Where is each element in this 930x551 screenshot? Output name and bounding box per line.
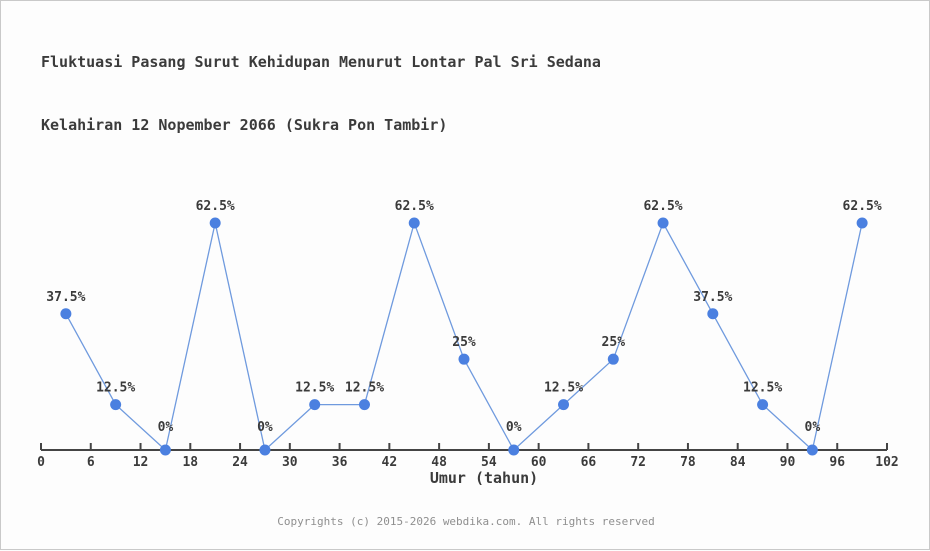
- data-point: [558, 399, 570, 411]
- axis-tick-label: 12: [133, 455, 149, 470]
- axis-tick-label: 66: [581, 455, 597, 470]
- data-point-label: 37.5%: [46, 290, 85, 305]
- axis-tick-label: 78: [680, 455, 696, 470]
- chart-title-line2: Kelahiran 12 Nopember 2066 (Sukra Pon Ta…: [41, 116, 448, 134]
- axis-tick-label: 60: [531, 455, 547, 470]
- data-point: [60, 308, 72, 320]
- data-point: [707, 308, 719, 320]
- data-point: [657, 217, 669, 229]
- axis-tick-label: 72: [630, 455, 646, 470]
- data-point-label: 62.5%: [643, 199, 682, 214]
- axis-tick-label: 90: [780, 455, 796, 470]
- data-point: [110, 399, 122, 411]
- axis-tick-label: 48: [431, 455, 447, 470]
- data-point-label: 12.5%: [345, 381, 384, 396]
- axis-tick-label: 102: [875, 455, 898, 470]
- data-point-label: 0%: [805, 420, 821, 435]
- data-point: [856, 217, 868, 229]
- axis-tick-label: 42: [382, 455, 398, 470]
- data-point-label: 12.5%: [544, 381, 583, 396]
- axis-tick-label: 18: [182, 455, 198, 470]
- data-point-label: 12.5%: [295, 381, 334, 396]
- data-point-label: 25%: [452, 335, 476, 350]
- data-point: [209, 217, 221, 229]
- copyright-text: Copyrights (c) 2015-2026 webdika.com. Al…: [277, 515, 655, 528]
- data-point: [159, 444, 171, 456]
- data-point: [458, 353, 470, 365]
- data-point: [757, 399, 769, 411]
- data-point-label: 25%: [602, 335, 626, 350]
- axis-tick-label: 84: [730, 455, 746, 470]
- data-point-label: 62.5%: [196, 199, 235, 214]
- data-point: [408, 217, 420, 229]
- data-point: [508, 444, 520, 456]
- data-point: [806, 444, 818, 456]
- data-point-label: 0%: [158, 420, 174, 435]
- chart-title: Fluktuasi Pasang Surut Kehidupan Menurut…: [41, 10, 601, 178]
- axis-tick-label: 30: [282, 455, 298, 470]
- data-point-label: 0%: [506, 420, 522, 435]
- data-point: [259, 444, 271, 456]
- axis-tick-label: 54: [481, 455, 497, 470]
- axis-tick-label: 96: [829, 455, 845, 470]
- data-point: [358, 399, 370, 411]
- data-point: [607, 353, 619, 365]
- axis-tick-label: 36: [332, 455, 348, 470]
- data-point-label: 0%: [257, 420, 273, 435]
- axis-tick-label: 24: [232, 455, 248, 470]
- data-point-label: 12.5%: [743, 381, 782, 396]
- x-axis-title: Umur (tahun): [429, 469, 539, 487]
- data-point-label: 62.5%: [395, 199, 434, 214]
- data-point-label: 12.5%: [96, 381, 135, 396]
- data-point-label: 37.5%: [693, 290, 732, 305]
- data-point-label: 62.5%: [843, 199, 882, 214]
- data-point: [309, 399, 321, 411]
- axis-tick-label: 6: [87, 455, 95, 470]
- axis-tick-label: 0: [37, 455, 45, 470]
- chart-title-line1: Fluktuasi Pasang Surut Kehidupan Menurut…: [41, 53, 601, 71]
